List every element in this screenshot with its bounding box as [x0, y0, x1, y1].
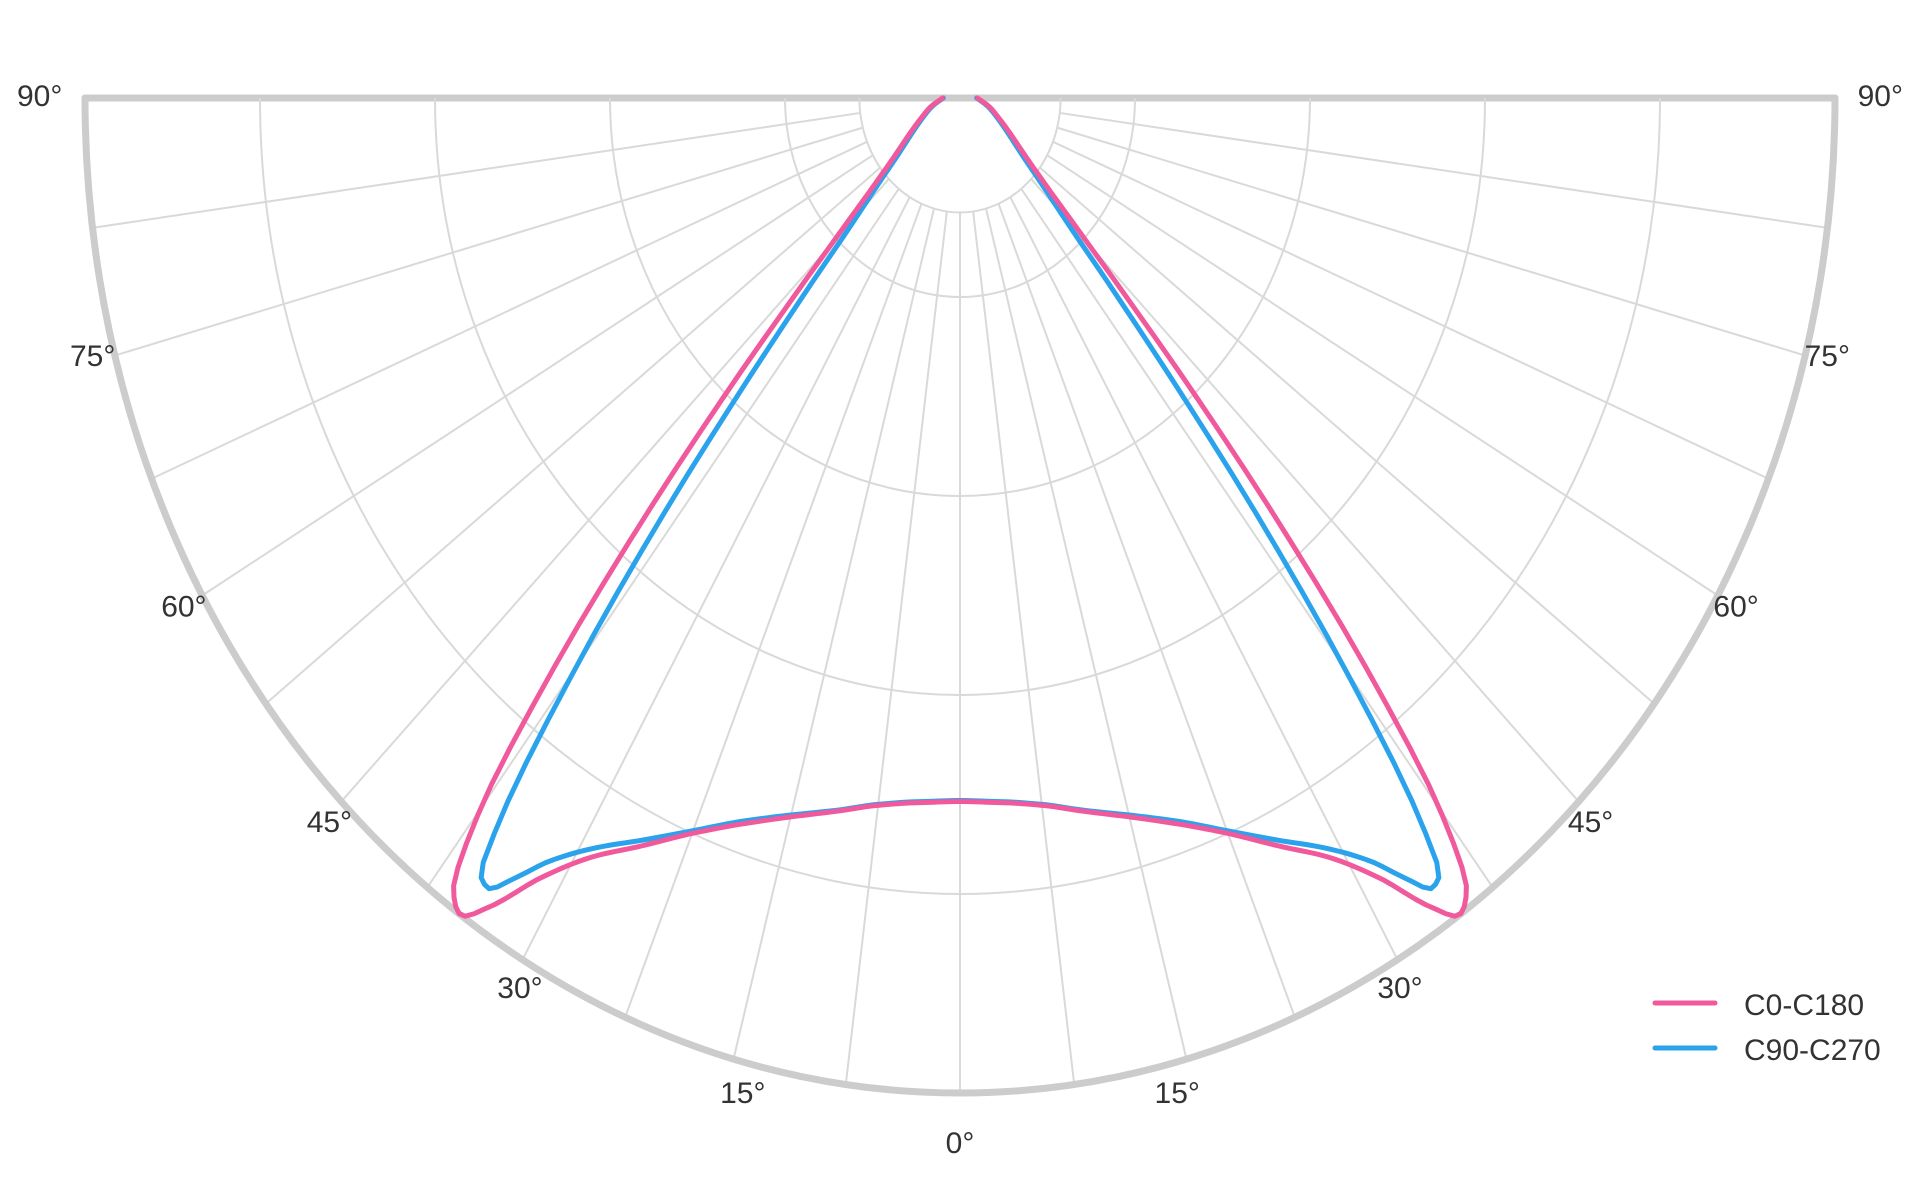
svg-text:0°: 0°: [946, 1127, 975, 1160]
svg-text:C0-C180: C0-C180: [1744, 989, 1864, 1022]
svg-text:75°: 75°: [70, 340, 115, 373]
svg-text:15°: 15°: [720, 1077, 765, 1110]
svg-text:15°: 15°: [1155, 1077, 1200, 1110]
svg-text:90°: 90°: [17, 80, 62, 113]
svg-text:45°: 45°: [1568, 806, 1613, 839]
svg-text:C90-C270: C90-C270: [1744, 1034, 1881, 1067]
svg-text:30°: 30°: [497, 972, 542, 1005]
svg-text:60°: 60°: [1713, 590, 1758, 623]
svg-text:60°: 60°: [161, 590, 206, 623]
svg-text:30°: 30°: [1377, 972, 1422, 1005]
svg-text:75°: 75°: [1805, 340, 1850, 373]
svg-text:90°: 90°: [1858, 80, 1903, 113]
svg-text:45°: 45°: [307, 806, 352, 839]
